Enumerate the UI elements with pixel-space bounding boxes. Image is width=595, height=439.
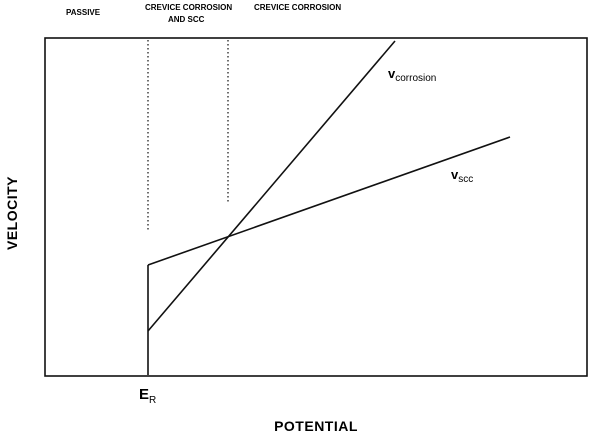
er-marker-label: ER xyxy=(139,386,156,406)
corrosion-curve-label: vcorrosion xyxy=(388,66,436,84)
region-label-mixed-line1: CREVICE CORROSION xyxy=(145,3,232,12)
region-label-crevice: CREVICE CORROSION xyxy=(254,3,341,12)
scc-velocity-line xyxy=(147,136,511,266)
region-label-mixed-line2: AND SCC xyxy=(168,15,205,24)
x-axis-label: POTENTIAL xyxy=(274,418,358,434)
corrosion-velocity-line xyxy=(147,40,396,332)
region-label-passive: PASSIVE xyxy=(66,8,101,17)
scc-curve-label: vscc xyxy=(451,167,473,185)
plot-frame xyxy=(44,37,588,377)
y-axis-label: VELOCITY xyxy=(4,176,20,250)
